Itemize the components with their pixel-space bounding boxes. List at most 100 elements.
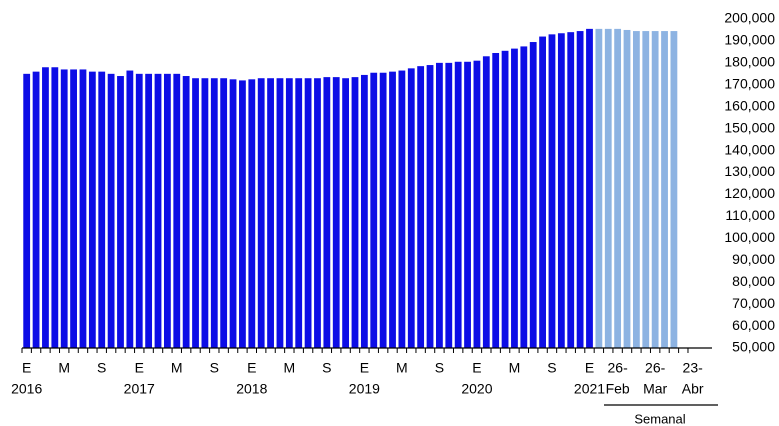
- bar: [379, 72, 387, 348]
- x-tick-label: S: [435, 360, 444, 376]
- bar: [182, 76, 190, 348]
- bar: [614, 28, 622, 349]
- x-tick-label-line2: 2018: [236, 381, 267, 397]
- x-tick-label: M: [509, 360, 521, 376]
- bar: [88, 71, 96, 348]
- bar: [239, 80, 246, 348]
- bar: [642, 31, 650, 349]
- bar: [586, 28, 593, 349]
- bar: [398, 70, 406, 348]
- bar: [201, 78, 209, 348]
- bar: [295, 78, 303, 348]
- y-tick-label: 110,000: [725, 207, 775, 223]
- bar: [117, 76, 124, 348]
- x-tick-label-line2: 2017: [124, 381, 155, 397]
- y-tick-label: 120,000: [724, 185, 775, 201]
- x-tick-label: S: [210, 360, 219, 376]
- bar: [576, 31, 584, 349]
- x-tick-label: M: [396, 360, 408, 376]
- bar: [192, 78, 199, 348]
- bar: [351, 77, 359, 348]
- x-tick-label-line2: 2020: [461, 381, 492, 397]
- bar: [332, 77, 340, 348]
- bar: [436, 62, 443, 348]
- bar: [632, 31, 640, 349]
- x-tick-label: 26-: [645, 360, 666, 376]
- bar: [539, 36, 546, 349]
- bar: [370, 72, 378, 348]
- bar: [248, 79, 256, 349]
- x-tick-label-line2: Mar: [643, 381, 667, 397]
- bar: [511, 48, 518, 349]
- y-tick-label: 90,000: [732, 251, 775, 267]
- x-tick-label: M: [283, 360, 295, 376]
- x-tick-label-line2: 2019: [349, 381, 380, 397]
- bar: [464, 61, 471, 349]
- bar: [210, 78, 218, 348]
- y-tick-label: 200,000: [724, 10, 775, 26]
- y-tick-label: 80,000: [732, 273, 775, 289]
- x-tick-label: E: [360, 360, 369, 376]
- y-tick-label: 190,000: [724, 32, 775, 48]
- x-tick-label: M: [171, 360, 183, 376]
- bar: [482, 56, 490, 348]
- bar: [276, 78, 284, 348]
- bar: [304, 78, 312, 348]
- x-tick-label: E: [22, 360, 31, 376]
- x-tick-label-line2: Feb: [606, 381, 630, 397]
- y-tick-label: 70,000: [732, 295, 775, 311]
- y-tick-label: 180,000: [724, 54, 775, 70]
- x-tick-label-line2: Abr: [682, 381, 704, 397]
- bar: [360, 74, 368, 349]
- y-tick-label: 150,000: [724, 119, 775, 135]
- bar: [342, 78, 350, 348]
- bar: [651, 31, 659, 349]
- bar: [126, 70, 134, 348]
- bar: [417, 66, 425, 348]
- bar: [60, 69, 68, 349]
- y-tick-label: 170,000: [724, 76, 775, 92]
- bar: [529, 42, 537, 348]
- y-tick-label: 160,000: [724, 97, 775, 113]
- bar: [220, 78, 228, 348]
- x-tick-label: 26-: [608, 360, 629, 376]
- bar: [163, 73, 171, 348]
- y-tick-label: 50,000: [732, 339, 775, 355]
- bar: [98, 71, 106, 348]
- bar: [323, 77, 331, 348]
- bar: [135, 73, 143, 348]
- bar: [173, 73, 181, 348]
- bar: [70, 69, 77, 349]
- bar: [389, 71, 396, 348]
- x-tick-label: 23-: [683, 360, 704, 376]
- y-tick-label: 100,000: [724, 229, 775, 245]
- bar: [567, 32, 575, 348]
- bar: [314, 78, 321, 348]
- bar: [670, 31, 678, 349]
- y-tick-label: 140,000: [724, 141, 775, 157]
- y-tick-label: 60,000: [732, 317, 775, 333]
- bar: [426, 65, 434, 348]
- bar: [557, 33, 565, 349]
- x-tick-label-line2: 2021: [574, 381, 605, 397]
- x-tick-label: E: [247, 360, 256, 376]
- bar: [473, 60, 481, 348]
- bar: [604, 28, 612, 349]
- bar: [32, 71, 40, 348]
- x-tick-label: E: [135, 360, 144, 376]
- bar: [79, 69, 87, 349]
- bar: [267, 78, 274, 348]
- x-tick-label: M: [58, 360, 70, 376]
- bar: [145, 73, 153, 348]
- bar: [23, 73, 31, 348]
- x-tick-label: S: [322, 360, 331, 376]
- bar: [454, 61, 462, 349]
- bar: [257, 78, 265, 348]
- x-tick-label-line2: 2016: [11, 381, 42, 397]
- bar: [42, 67, 49, 349]
- bar: [623, 29, 631, 348]
- bar: [595, 28, 603, 349]
- bar: [229, 79, 237, 349]
- bar: [445, 62, 453, 348]
